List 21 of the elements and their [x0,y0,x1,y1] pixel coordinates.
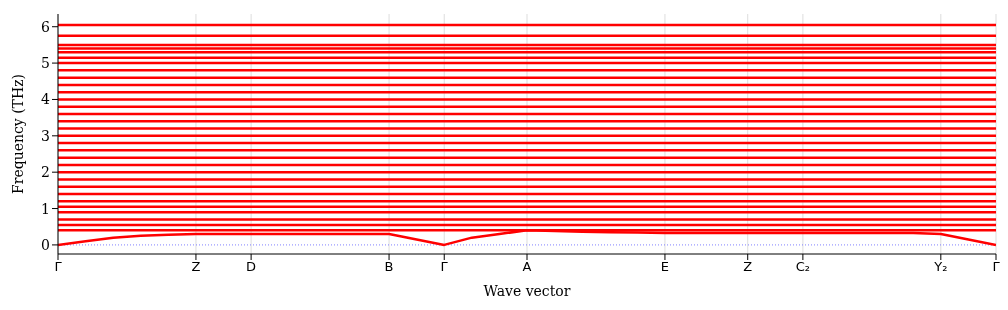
y-tick-label: 0 [41,236,50,253]
y-tick-label: 2 [41,164,50,181]
x-tick-label: Γ [54,259,63,275]
y-tick-label: 1 [41,200,50,217]
x-tick-label: Γ [992,259,1001,275]
line-series [58,229,996,247]
y-tick-label: 4 [41,91,51,108]
x-tick-label: A [522,259,532,275]
x-tick-label: E [660,259,670,275]
x-tick-label: C₂ [795,259,811,275]
x-tick-label: Γ [440,259,449,275]
y-tick-label: 3 [41,127,50,144]
y-axis-title: Frequency (THz) [9,73,26,195]
x-axis-title: Wave vector [483,283,571,299]
x-tick-label: Z [191,259,201,275]
x-tick-label: B [384,259,394,275]
x-tick-label: Y₂ [933,259,948,275]
x-tick-label: D [246,259,257,275]
y-tick-label: 6 [41,18,51,35]
x-tick-label: Z [743,259,753,275]
y-tick-label: 5 [41,55,50,72]
